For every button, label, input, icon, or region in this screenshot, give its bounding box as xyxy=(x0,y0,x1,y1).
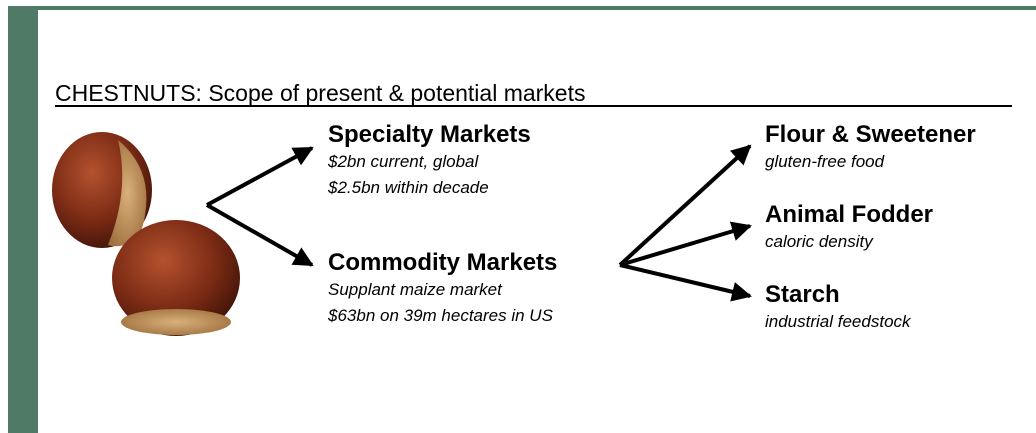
node-detail: caloric density xyxy=(765,232,874,251)
node-label: Animal Fodder xyxy=(765,201,933,228)
node-detail: Supplant maize market xyxy=(328,280,503,299)
node-detail: industrial feedstock xyxy=(765,312,912,331)
arrows xyxy=(206,144,752,302)
chestnuts xyxy=(52,132,240,336)
node-label: Specialty Markets xyxy=(328,121,531,148)
node-label: Flour & Sweetener xyxy=(765,121,976,148)
node-detail: $2.5bn within decade xyxy=(327,178,489,197)
title: CHESTNUTS: Scope of present & potential … xyxy=(55,80,586,106)
left-border xyxy=(8,6,38,433)
node-detail: gluten-free food xyxy=(765,152,885,171)
node-label: Commodity Markets xyxy=(328,249,557,276)
node-detail: $2bn current, global xyxy=(327,152,479,171)
top-border xyxy=(8,6,1036,10)
node-detail: $63bn on 39m hectares in US xyxy=(327,306,554,325)
node-label: Starch xyxy=(765,281,840,308)
